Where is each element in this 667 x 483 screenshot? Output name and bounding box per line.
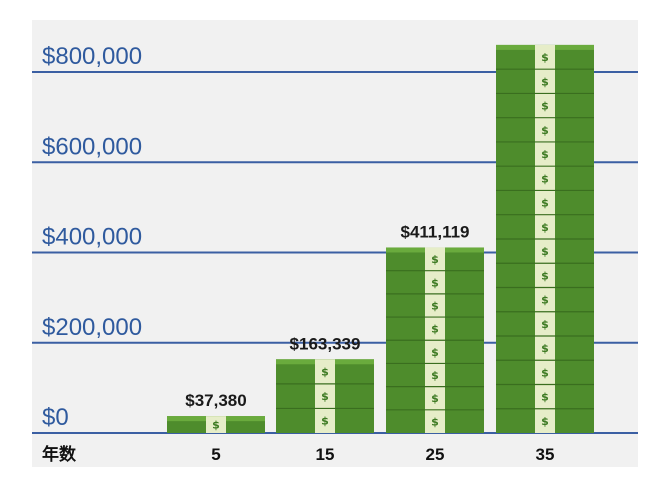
dollar-icon: $ <box>321 366 329 379</box>
dollar-icon: $ <box>541 269 549 282</box>
dollar-icon: $ <box>431 415 439 428</box>
data-label: $163,339 <box>290 334 361 353</box>
bar: $ $ $ $ $ $ $ $ <box>386 247 484 433</box>
x-tick-label: 15 <box>316 445 335 464</box>
dollar-icon: $ <box>541 366 549 379</box>
dollar-icon: $ <box>541 391 549 404</box>
y-tick-label: $600,000 <box>42 133 142 160</box>
dollar-icon: $ <box>541 75 549 88</box>
dollar-icon: $ <box>541 245 549 258</box>
y-tick-label: $800,000 <box>42 43 142 70</box>
bar: $ $ $ $ $ $ $ $ $ $ $ $ $ $ $ $ <box>496 44 594 434</box>
dollar-icon: $ <box>541 172 549 185</box>
x-tick-label: 5 <box>211 445 220 464</box>
dollar-icon: $ <box>541 124 549 137</box>
dollar-icon: $ <box>541 100 549 113</box>
dollar-icon: $ <box>541 148 549 161</box>
bar: $ <box>167 416 265 433</box>
dollar-icon: $ <box>541 51 549 64</box>
x-axis-title: 年数 <box>42 444 77 465</box>
dollar-icon: $ <box>321 415 329 428</box>
dollar-icon: $ <box>431 253 439 266</box>
dollar-icon: $ <box>431 369 439 382</box>
x-tick-label: 35 <box>536 445 555 464</box>
y-tick-label: $400,000 <box>42 224 142 251</box>
dollar-icon: $ <box>541 342 549 355</box>
dollar-icon: $ <box>431 276 439 289</box>
dollar-icon: $ <box>431 392 439 405</box>
x-tick-label: 25 <box>426 445 445 464</box>
dollar-icon: $ <box>212 419 220 432</box>
y-tick-label: $0 <box>42 404 69 431</box>
data-label: $37,380 <box>185 391 246 410</box>
dollar-icon: $ <box>431 323 439 336</box>
y-tick-label: $200,000 <box>42 314 142 341</box>
bar-band <box>315 359 335 433</box>
bar-band <box>206 416 226 433</box>
bar: $ $ $ <box>276 359 374 433</box>
dollar-icon: $ <box>431 346 439 359</box>
dollar-icon: $ <box>321 390 329 403</box>
dollar-icon: $ <box>431 299 439 312</box>
dollar-icon: $ <box>541 415 549 428</box>
dollar-icon: $ <box>541 294 549 307</box>
dollar-icon: $ <box>541 197 549 210</box>
dollar-icon: $ <box>541 318 549 331</box>
data-label: $411,119 <box>400 222 469 241</box>
dollar-icon: $ <box>541 221 549 234</box>
